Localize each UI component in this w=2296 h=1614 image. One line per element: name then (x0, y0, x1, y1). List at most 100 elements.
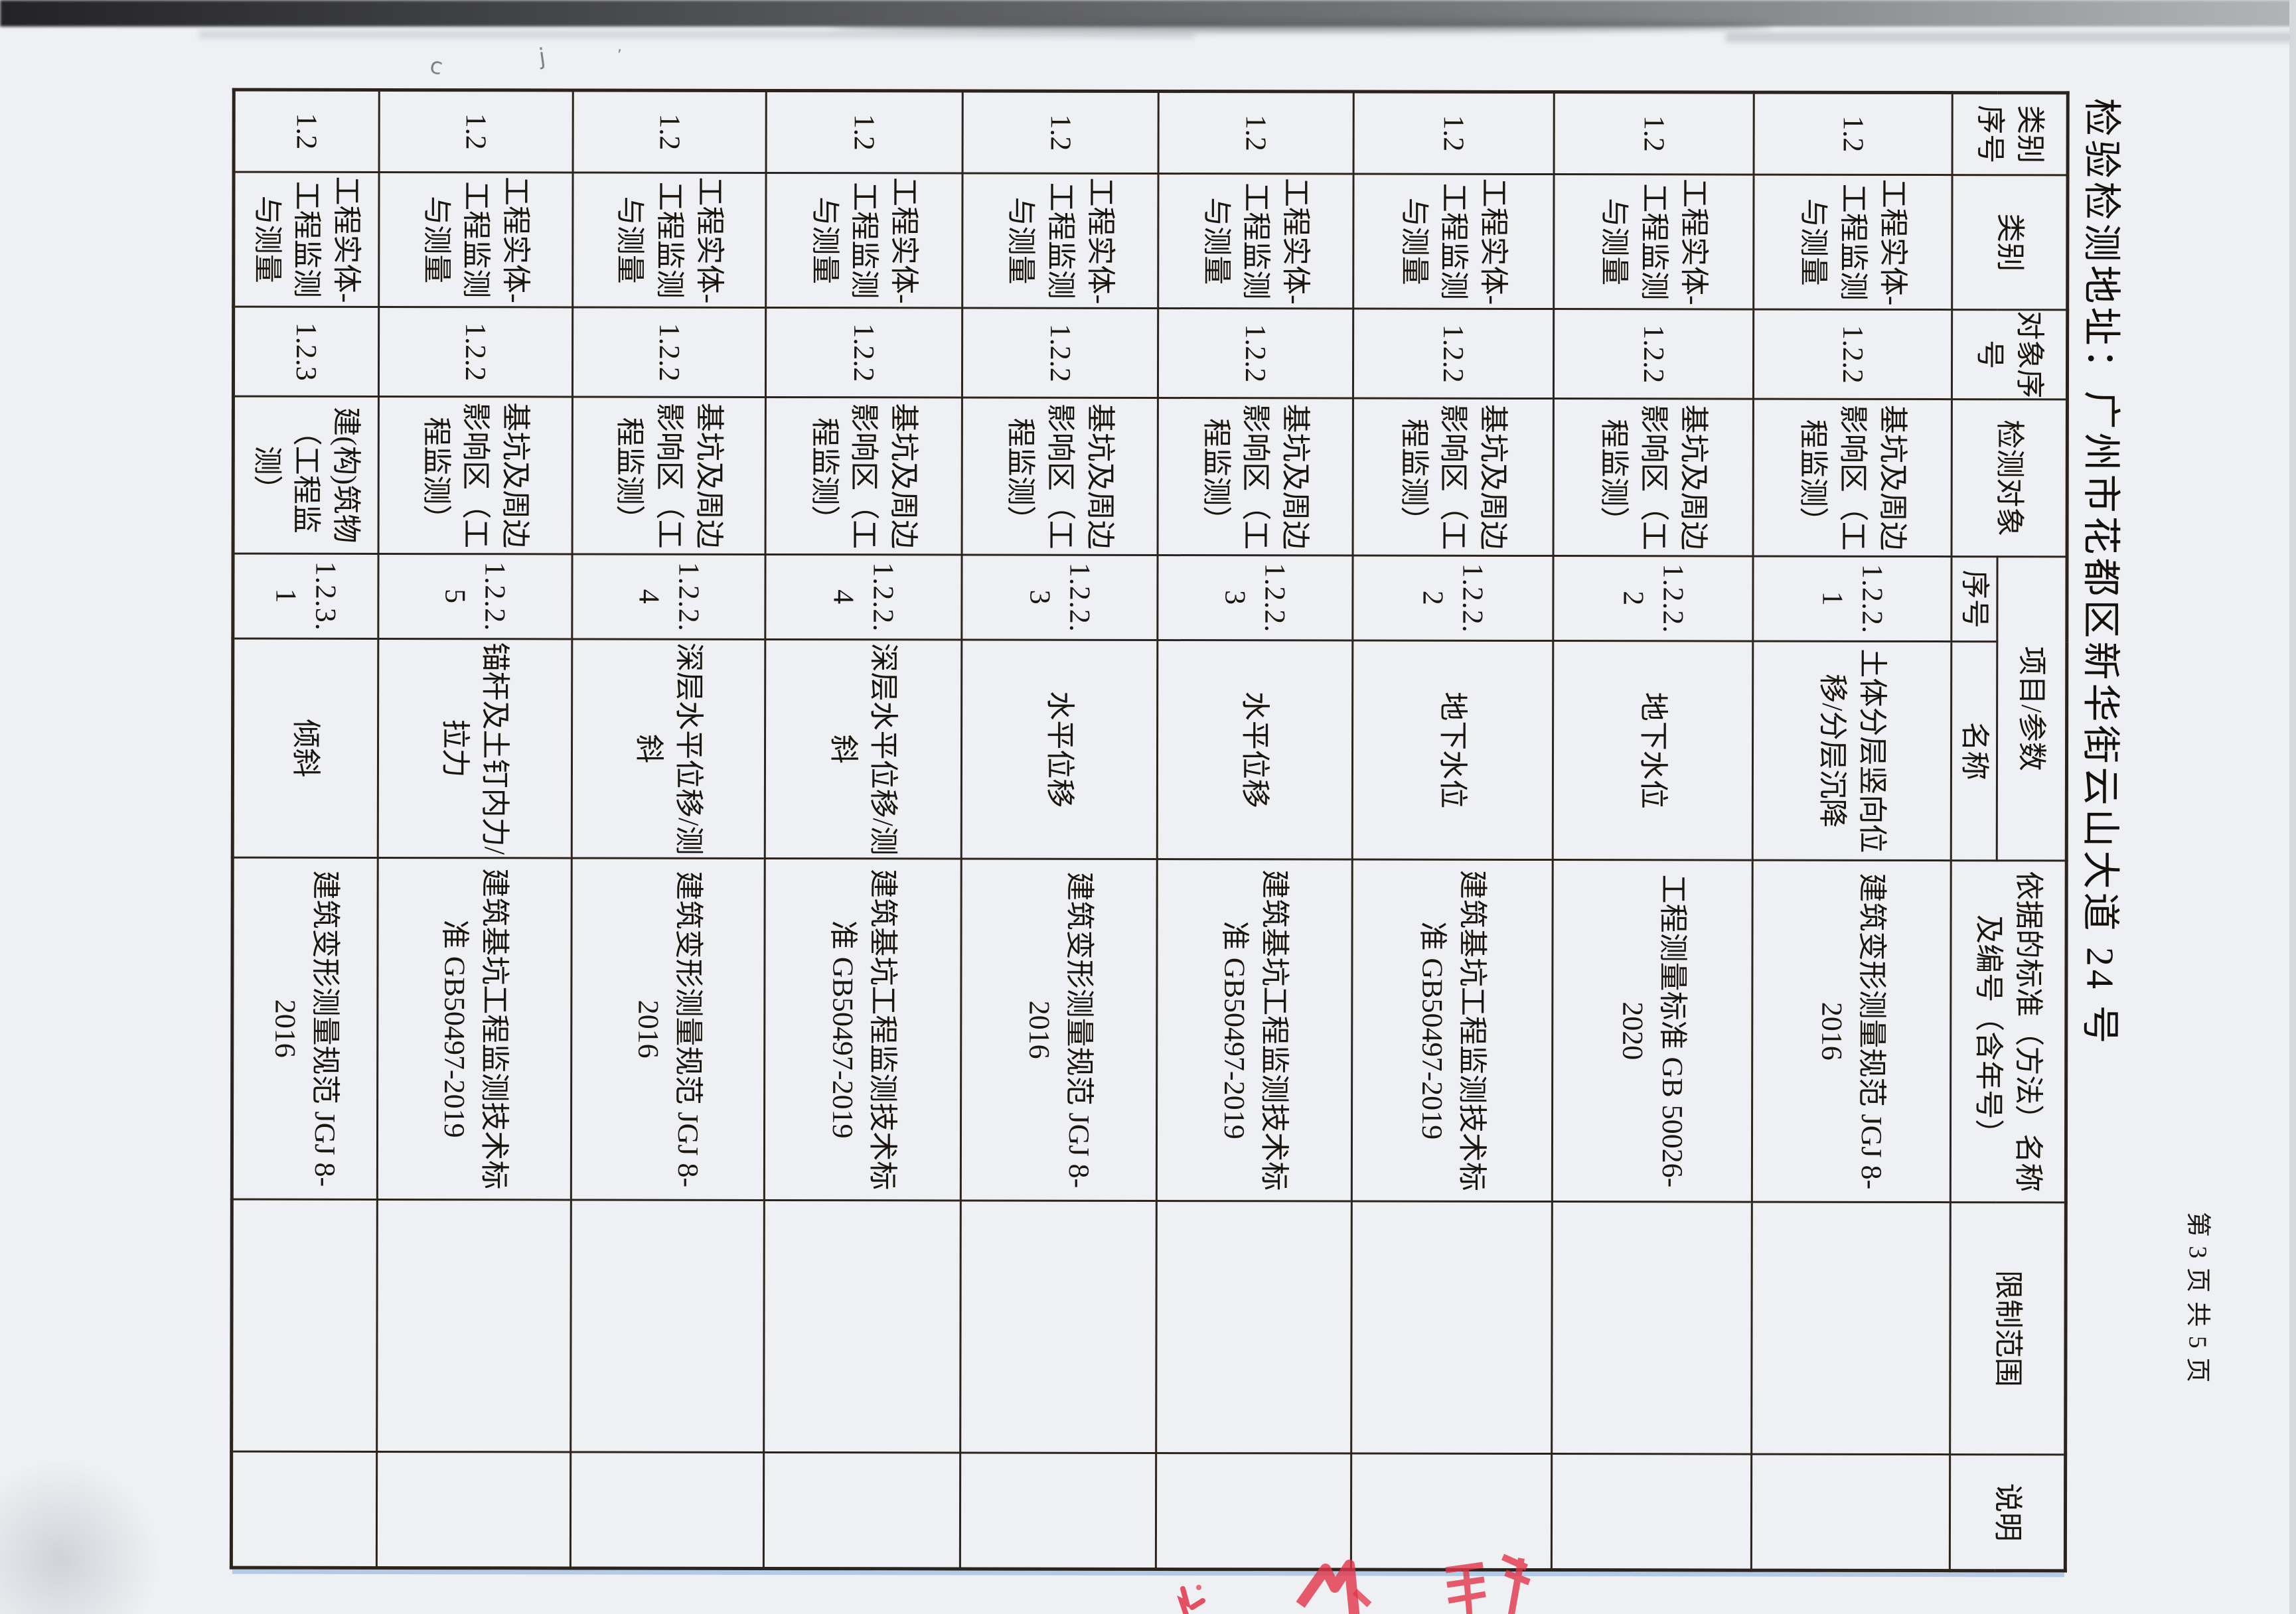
scan-edge-shadow-blob (830, 20, 1772, 32)
cell-restriction (960, 1201, 1157, 1453)
scan-streak (1726, 32, 2296, 42)
cell-restriction (1551, 1201, 1752, 1455)
header-param-name: 名称 (1951, 641, 1997, 861)
cell-restriction (376, 1199, 572, 1452)
cell-standard: 工程测量标准 GB 50026-2020 (1552, 859, 1753, 1203)
cell-category: 工程实体-工程监测与测量 (572, 172, 767, 308)
page-number: 第 3 页 共 5 页 (2183, 1211, 2212, 1384)
cell-restriction (1351, 1201, 1553, 1454)
cell-param-no: 1.2.2.5 (378, 553, 573, 639)
cell-note (960, 1453, 1156, 1570)
header-note: 说明 (1950, 1454, 2066, 1571)
cell-note (570, 1451, 764, 1569)
cell-category: 工程实体-工程监测与测量 (1753, 175, 1953, 310)
cell-object: 基坑及周边影响区（工程监测） (962, 397, 1158, 555)
cell-object-no: 1.2.2 (765, 307, 962, 398)
cell-object-no: 1.2.2 (1353, 309, 1554, 399)
cell-category-no: 1.2 (234, 90, 380, 173)
cell-object: 基坑及周边影响区（工程监测） (1158, 398, 1353, 556)
cell-object: 基坑及周边影响区（工程监测） (765, 397, 962, 555)
cell-param-name: 锚杆及土钉内力/拉力 (378, 638, 572, 858)
cell-category: 工程实体-工程监测与测量 (378, 172, 574, 307)
cell-standard: 建筑基坑工程监测技术标准 GB50497-2019 (764, 858, 962, 1201)
cell-category-no: 1.2 (1353, 92, 1555, 175)
header-restriction: 限制范围 (1950, 1202, 2066, 1455)
cell-category: 工程实体-工程监测与测量 (1158, 173, 1354, 309)
cell-category: 工程实体-工程监测与测量 (1353, 174, 1555, 309)
cell-standard: 建筑变形测量规范 JGJ 8-2016 (1752, 860, 1952, 1203)
header-category: 类别 (1952, 175, 2068, 310)
table-row: 1.2 工程实体-工程监测与测量 1.2.2 基坑及周边影响区（工程监测） 1.… (1156, 91, 1354, 1570)
cell-param-name: 水平位移 (1157, 640, 1353, 860)
red-seal-fragment-icon (1291, 1558, 1391, 1614)
cell-standard: 建筑变形测量规范 JGJ 8-2016 (232, 857, 378, 1200)
cell-object-no: 1.2.2 (1158, 308, 1353, 399)
cell-category-no: 1.2 (962, 90, 1159, 174)
cell-param-name: 深层水平位移/测斜 (765, 639, 962, 859)
cell-note (376, 1451, 571, 1568)
cell-object: 建(构)筑物（工程监测） (233, 396, 379, 554)
cell-restriction (231, 1199, 378, 1452)
cell-category-no: 1.2 (766, 90, 963, 173)
header-category-no: 类别序号 (1952, 92, 2068, 175)
cell-param-no: 1.2.2.4 (765, 554, 962, 640)
cell-category: 工程实体-工程监测与测量 (233, 172, 380, 307)
cell-category-no: 1.2 (573, 90, 767, 173)
cell-object-no: 1.2.2 (1553, 309, 1754, 400)
cell-restriction (570, 1199, 765, 1453)
cell-param-no: 1.2.2.3 (1157, 555, 1353, 641)
table-row: 1.2 工程实体-工程监测与测量 1.2.2 基坑及周边影响区（工程监测） 1.… (570, 90, 767, 1569)
table-row: 1.2 工程实体-工程监测与测量 1.2.2 基坑及周边影响区（工程监测） 1.… (376, 90, 574, 1568)
cell-note (763, 1452, 960, 1570)
cell-category: 工程实体-工程监测与测量 (765, 173, 963, 308)
cell-restriction (763, 1200, 961, 1453)
cell-param-name: 地下水位 (1352, 640, 1553, 860)
table-row: 1.2 工程实体-工程监测与测量 1.2.2 基坑及周边影响区（工程监测） 1.… (960, 90, 1159, 1570)
cell-object: 基坑及周边影响区（工程监测） (378, 396, 573, 554)
scan-edge-right (2289, 0, 2296, 1614)
cell-standard: 建筑变形测量规范 JGJ 8-2016 (571, 857, 765, 1201)
table-row: 1.2 工程实体-工程监测与测量 1.2.3 建(构)筑物（工程监测） 1.2.… (231, 90, 380, 1568)
cell-standard: 建筑基坑工程监测技术标准 GB50497-2019 (1156, 859, 1353, 1202)
cell-param-no: 1.2.2.4 (572, 553, 766, 640)
cell-param-name: 土体分层竖向位移/分层沉降 (1752, 641, 1952, 861)
cell-category: 工程实体-工程监测与测量 (1553, 174, 1754, 310)
cell-category-no: 1.2 (1554, 92, 1754, 175)
cell-object-no: 1.2.2 (572, 307, 766, 398)
cell-category-no: 1.2 (1754, 92, 1953, 175)
table-row: 1.2 工程实体-工程监测与测量 1.2.2 基坑及周边影响区（工程监测） 1.… (1551, 92, 1754, 1571)
cell-object: 基坑及周边影响区（工程监测） (1753, 399, 1952, 557)
cell-category-no: 1.2 (379, 90, 574, 173)
cell-param-name: 地下水位 (1553, 640, 1753, 861)
cell-object: 基坑及周边影响区（工程监测） (1553, 398, 1754, 557)
cell-category: 工程实体-工程监测与测量 (962, 173, 1159, 309)
cell-object-no: 1.2.3 (233, 307, 379, 397)
cell-object-no: 1.2.2 (962, 307, 1158, 398)
cell-param-no: 1.2.3.1 (232, 553, 379, 639)
cell-param-no: 1.2.2.3 (961, 554, 1158, 640)
cell-note (1751, 1454, 1950, 1571)
cell-note (231, 1451, 377, 1568)
cell-param-no: 1.2.2.2 (1553, 555, 1754, 642)
table-row: 1.2 工程实体-工程监测与测量 1.2.2 基坑及周边影响区（工程监测） 1.… (1751, 92, 1953, 1571)
cell-standard: 建筑变形测量规范 JGJ 8-2016 (960, 859, 1158, 1201)
inspection-capability-table: 类别序号 类别 对象序号 检测对象 项目/参数 依据的标准（方法）名称及编号（含… (229, 88, 2070, 1573)
cell-param-no: 1.2.2.2 (1352, 555, 1554, 641)
cell-category-no: 1.2 (1158, 91, 1354, 175)
cell-standard: 建筑基坑工程监测技术标准 GB50497-2019 (1351, 859, 1553, 1202)
red-seal-fragment-icon (1439, 1553, 1545, 1614)
scan-blotch (0, 1460, 159, 1614)
cell-param-name: 水平位移 (961, 639, 1158, 859)
cell-param-name: 深层水平位移/测斜 (572, 638, 765, 859)
cell-param-no: 1.2.2.1 (1752, 556, 1952, 642)
header-standard: 依据的标准（方法）名称及编号（含年号） (1950, 860, 2067, 1203)
cell-restriction (1751, 1202, 1951, 1455)
header-object-no: 对象序号 (1952, 309, 2068, 400)
cell-object-no: 1.2.2 (378, 307, 573, 397)
cell-param-name: 倾斜 (232, 638, 378, 858)
cell-restriction (1156, 1201, 1352, 1454)
red-seal-fragment-icon (1170, 1581, 1209, 1614)
inspection-address-line: 检验检测地址：广州市花都区新华街云山大道 24 号 (2078, 98, 2123, 1047)
